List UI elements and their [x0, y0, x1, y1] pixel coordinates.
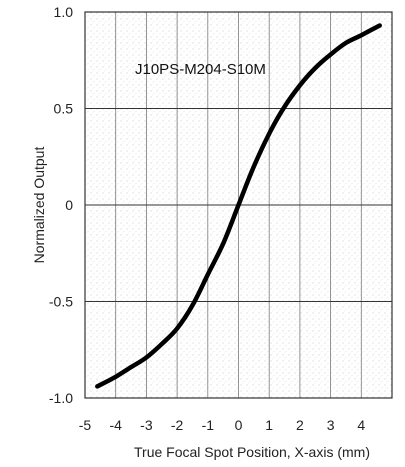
x-tick-label: -3 [140, 417, 153, 433]
x-tick-label: -1 [202, 417, 215, 433]
x-tick-label: 4 [357, 417, 365, 433]
y-tick-label: -1.0 [49, 390, 73, 406]
y-tick-label: 0 [65, 197, 73, 213]
x-tick-label: -5 [79, 417, 92, 433]
x-tick-labels: -5 -4 -3 -2 -1 0 1 2 3 4 [79, 417, 366, 433]
chart-annotation: J10PS-M204-S10M [135, 61, 266, 78]
x-tick-label: 0 [235, 417, 243, 433]
x-tick-label: 2 [296, 417, 304, 433]
x-tick-label: -2 [171, 417, 184, 433]
x-tick-label: -4 [109, 417, 122, 433]
series-line [95, 23, 382, 389]
y-tick-label: 0.5 [54, 101, 74, 117]
x-axis-label: True Focal Spot Position, X-axis (mm) [134, 444, 370, 460]
y-axis-label: Normalized Output [31, 147, 47, 264]
x-tick-label: 3 [327, 417, 335, 433]
x-tick-label: 1 [265, 417, 273, 433]
plot-frame [84, 11, 393, 399]
y-tick-label: -0.5 [49, 294, 73, 310]
y-tick-label: 1.0 [54, 4, 74, 20]
y-tick-labels: 1.0 0.5 0 -0.5 -1.0 [49, 4, 73, 406]
